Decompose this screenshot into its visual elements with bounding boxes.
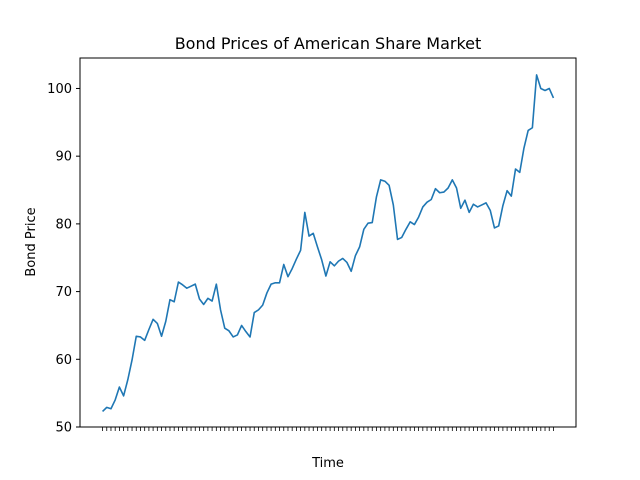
x-axis-label: Time (311, 456, 344, 471)
y-axis: 50 60 70 80 90 100 (47, 82, 80, 436)
chart-title: Bond Prices of American Share Market (175, 34, 482, 53)
y-tick-label: 100 (47, 82, 72, 97)
plot-frame (79, 57, 577, 428)
y-tick-label: 90 (55, 150, 72, 165)
plot-area (79, 57, 577, 428)
series-line (101, 74, 555, 413)
y-tick-label: 60 (55, 353, 72, 368)
x-axis (102, 427, 554, 431)
series-layer (101, 74, 555, 413)
y-tick-label: 80 (55, 217, 72, 232)
y-tick-label: 50 (55, 421, 72, 436)
y-axis-label: Bond Price (24, 207, 39, 276)
y-tick-label: 70 (55, 285, 72, 300)
